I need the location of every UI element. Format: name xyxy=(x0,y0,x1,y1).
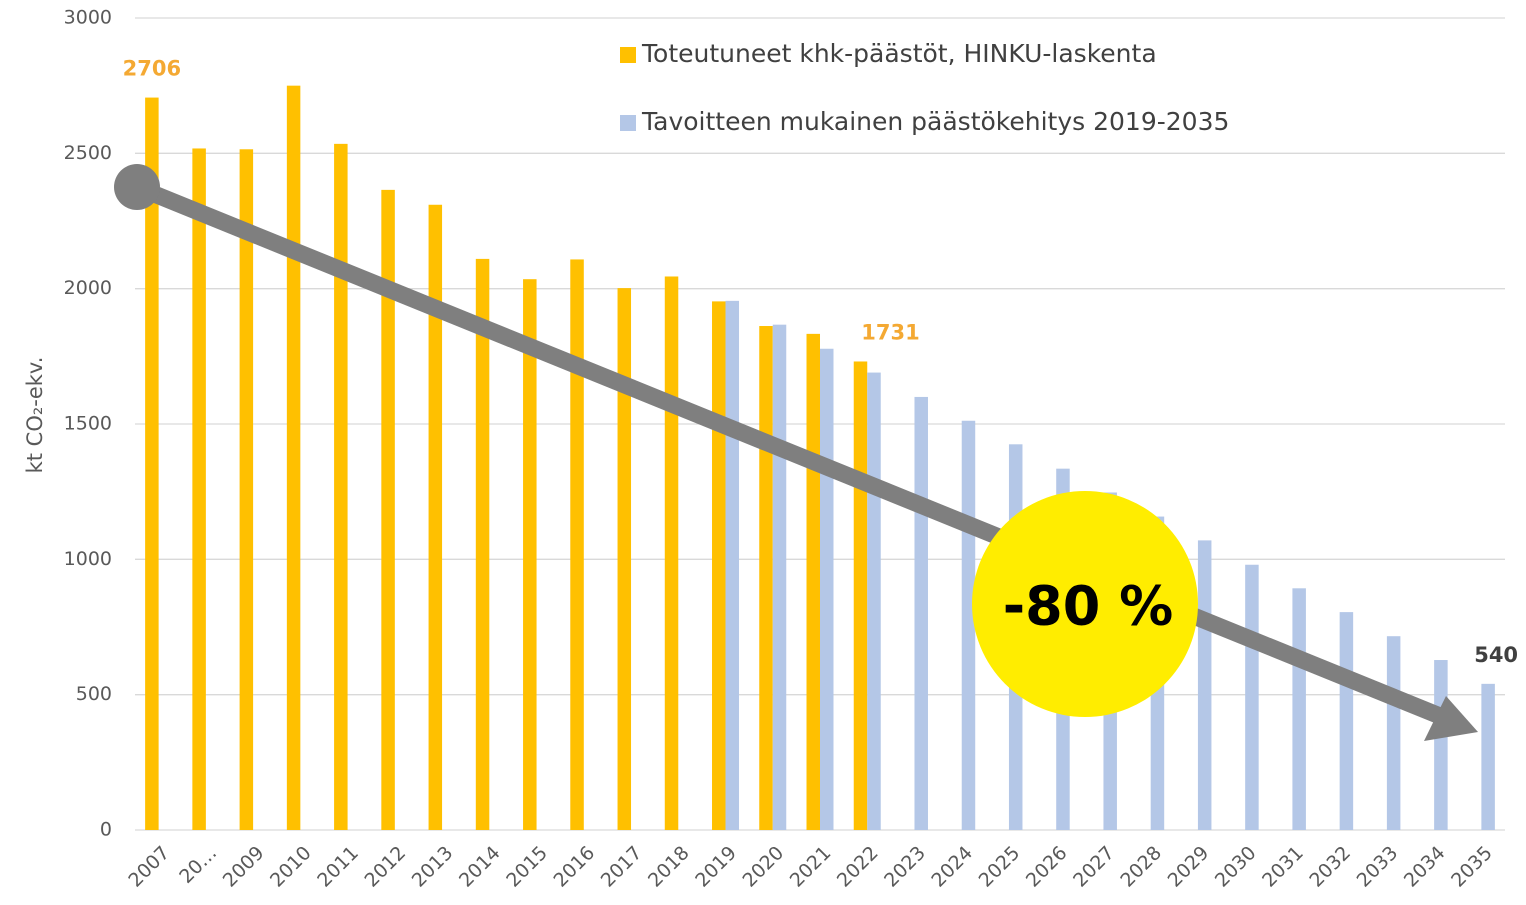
bar xyxy=(286,85,301,830)
bar xyxy=(772,324,787,830)
x-tick-label: 2026 xyxy=(1022,842,1072,892)
x-tick-label: 2029 xyxy=(1164,842,1214,892)
arrow-shaft xyxy=(133,179,1444,724)
y-axis-label: kt CO₂-ekv. xyxy=(23,357,47,474)
x-tick-label: 2015 xyxy=(502,842,552,892)
bar xyxy=(239,149,254,831)
bar xyxy=(914,396,928,830)
x-tick-label: 2012 xyxy=(361,842,411,892)
bar xyxy=(381,189,395,830)
bar xyxy=(820,348,834,830)
bar xyxy=(145,97,159,831)
x-tick-label: 2017 xyxy=(597,842,647,892)
y-tick-label: 1500 xyxy=(64,413,112,435)
bar xyxy=(1481,683,1495,830)
y-tick-label: 3000 xyxy=(64,7,112,29)
bar xyxy=(523,279,537,830)
x-tick-label: 20… xyxy=(175,842,221,888)
bar xyxy=(1434,660,1448,830)
bar xyxy=(1245,564,1259,830)
x-tick-label: 2024 xyxy=(927,842,977,892)
legend-swatch xyxy=(620,115,636,131)
y-tick-label: 500 xyxy=(76,683,112,705)
bar xyxy=(853,361,868,830)
arrow-head xyxy=(1424,696,1478,741)
legend-swatch xyxy=(620,47,636,63)
x-tick-label: 2016 xyxy=(549,842,599,892)
bar xyxy=(1292,588,1306,830)
bar xyxy=(475,258,490,831)
x-tick-label: 2027 xyxy=(1069,842,1119,892)
y-tick-label: 0 xyxy=(100,819,112,841)
y-tick-label: 1000 xyxy=(64,548,112,570)
bar xyxy=(806,333,820,830)
bar xyxy=(867,372,881,830)
x-tick-label: 2021 xyxy=(786,842,836,892)
x-tick-label: 2020 xyxy=(738,842,788,892)
reduction-text: -80 % xyxy=(1003,575,1173,638)
data-label: 2706 xyxy=(123,57,181,81)
legend-label: Tavoitteen mukainen päästökehitys 2019-2… xyxy=(641,107,1229,136)
bar xyxy=(192,148,206,831)
x-tick-label: 2025 xyxy=(975,842,1025,892)
bar xyxy=(712,301,726,830)
bar xyxy=(961,420,976,830)
x-tick-label: 2033 xyxy=(1353,842,1403,892)
legend-label: Toteutuneet khk-päästöt, HINKU-laskenta xyxy=(641,39,1157,68)
x-tick-label: 2009 xyxy=(219,842,269,892)
bar xyxy=(725,300,740,830)
x-tick-label: 2018 xyxy=(644,842,694,892)
data-label: 540 xyxy=(1474,643,1518,667)
x-tick-label: 2019 xyxy=(691,842,741,892)
bar xyxy=(570,259,584,830)
x-tick-label: 2034 xyxy=(1400,842,1450,892)
x-tick-label: 2035 xyxy=(1447,842,1497,892)
reduction-badge xyxy=(972,491,1198,717)
trend-arrow xyxy=(114,164,1478,741)
bar xyxy=(428,204,443,830)
bar xyxy=(1339,612,1354,830)
bar xyxy=(759,326,773,830)
bar xyxy=(664,276,679,830)
x-tick-label: 2014 xyxy=(455,842,505,892)
arrow-start xyxy=(114,164,160,210)
y-tick-label: 2000 xyxy=(64,277,112,299)
x-tick-label: 2013 xyxy=(408,842,458,892)
x-tick-label: 2030 xyxy=(1211,842,1261,892)
x-tick-label: 2028 xyxy=(1116,842,1166,892)
bar xyxy=(1386,636,1401,830)
y-tick-label: 2500 xyxy=(64,142,112,164)
x-tick-label: 2007 xyxy=(124,842,174,892)
x-tick-label: 2022 xyxy=(833,842,883,892)
x-tick-label: 2031 xyxy=(1258,842,1308,892)
bar xyxy=(334,143,348,831)
x-tick-label: 2010 xyxy=(266,842,316,892)
bar xyxy=(617,288,632,830)
data-label: 1731 xyxy=(861,320,919,344)
x-tick-label: 2011 xyxy=(313,842,363,892)
x-tick-label: 2032 xyxy=(1305,842,1355,892)
bar xyxy=(1197,540,1212,830)
x-tick-label: 2023 xyxy=(880,842,930,892)
